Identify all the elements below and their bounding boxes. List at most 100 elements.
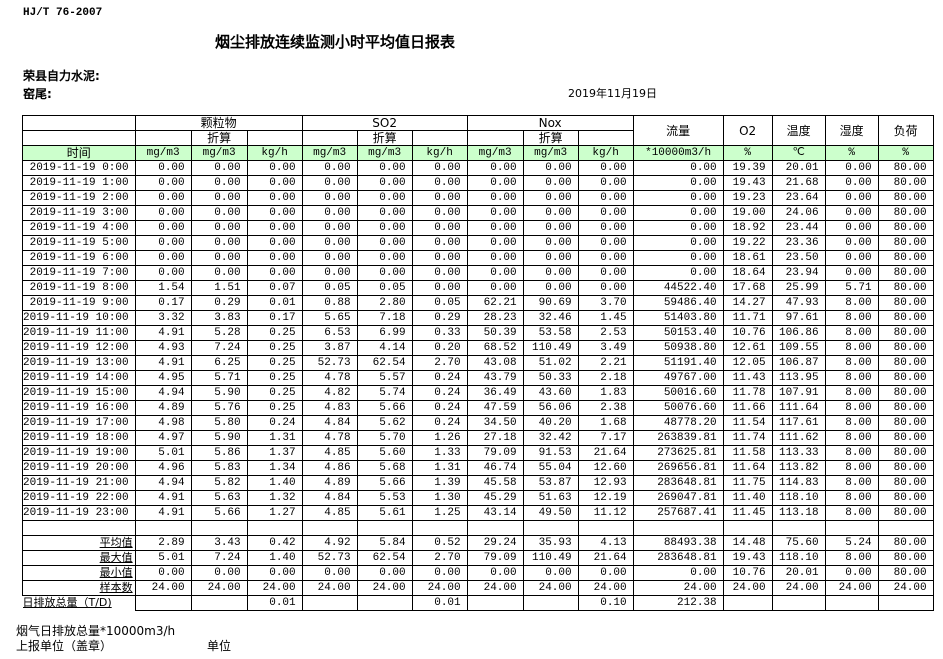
header-blank (246, 130, 303, 146)
value-cell: 79.09 (466, 445, 524, 461)
table-row: 2019-11-19 6:00 0.00 0.00 0.00 0.00 0.00 0.00 0… (22, 250, 934, 266)
value-cell: 0.00 (466, 235, 524, 251)
value-cell: 4.95 (134, 370, 192, 386)
summary-value: 24.00 (246, 580, 303, 596)
value-cell: 2.70 (411, 355, 468, 371)
value-cell: 1.51 (190, 280, 248, 296)
value-cell: 18.61 (722, 250, 773, 266)
table-row: 2019-11-19 22:00 4.91 5.63 1.32 4.84 5.53 1.30… (22, 490, 934, 506)
value-cell: 0.00 (411, 220, 468, 236)
summary-value: 80.00 (877, 550, 934, 566)
value-cell: 0.00 (246, 220, 303, 236)
value-cell: 0.00 (466, 250, 524, 266)
summary-value: 24.00 (466, 580, 524, 596)
daily-total-row: 日排放总量（T/D) 0.01 0.01 0.10 212.38 (22, 595, 934, 611)
value-cell: 11.45 (722, 505, 773, 521)
summary-value: 24.00 (877, 580, 934, 596)
value-cell: 0.05 (356, 280, 413, 296)
value-cell: 62.54 (356, 355, 413, 371)
summary-value: 24.00 (411, 580, 468, 596)
value-cell: 6.53 (301, 325, 358, 341)
value-cell: 0.00 (522, 280, 579, 296)
blank-cell (22, 520, 136, 536)
value-cell: 0.00 (411, 280, 468, 296)
time-cell: 2019-11-19 19:00 (22, 445, 136, 461)
unit-cell: % (722, 145, 773, 161)
table-row: 2019-11-19 11:00 4.91 5.28 0.25 6.53 6.99 0.33… (22, 325, 934, 341)
value-cell: 11.54 (722, 415, 773, 431)
value-cell: 50.39 (466, 325, 524, 341)
value-cell: 0.00 (824, 190, 879, 206)
value-cell: 0.00 (824, 220, 879, 236)
value-cell: 1.68 (577, 415, 634, 431)
value-cell: 0.00 (577, 175, 634, 191)
blank-cell (522, 520, 579, 536)
value-cell: 0.00 (466, 265, 524, 281)
value-cell: 106.86 (771, 325, 826, 341)
value-cell: 17.68 (722, 280, 773, 296)
unit-cell: kg/h (577, 145, 634, 161)
value-cell: 273625.81 (632, 445, 724, 461)
value-cell: 0.00 (246, 265, 303, 281)
value-cell: 1.32 (246, 490, 303, 506)
table-row: 2019-11-19 17:00 4.98 5.80 0.24 4.84 5.62 0.24… (22, 415, 934, 431)
summary-value: 24.00 (190, 580, 248, 596)
value-cell: 4.78 (301, 370, 358, 386)
value-cell: 8.00 (824, 430, 879, 446)
value-cell: 0.00 (134, 220, 192, 236)
value-cell: 5.82 (190, 475, 248, 491)
value-cell: 1.45 (577, 310, 634, 326)
unit-cell: kg/h (411, 145, 468, 161)
summary-value: 62.54 (356, 550, 413, 566)
header-blank (134, 130, 192, 146)
unit-cell: mg/m3 (134, 145, 192, 161)
value-cell: 0.29 (411, 310, 468, 326)
value-cell: 80.00 (877, 235, 934, 251)
value-cell: 80.00 (877, 310, 934, 326)
value-cell: 2.80 (356, 295, 413, 311)
value-cell: 8.00 (824, 310, 879, 326)
value-cell: 4.84 (301, 490, 358, 506)
value-cell: 80.00 (877, 205, 934, 221)
unit-cell: kg/h (246, 145, 303, 161)
value-cell: 0.25 (246, 370, 303, 386)
value-cell: 1.39 (411, 475, 468, 491)
value-cell: 6.99 (356, 325, 413, 341)
value-cell: 0.29 (190, 295, 248, 311)
value-cell: 28.23 (466, 310, 524, 326)
value-cell: 4.89 (134, 400, 192, 416)
value-cell: 80.00 (877, 415, 934, 431)
value-cell: 0.00 (301, 190, 358, 206)
summary-label: 最大值 (22, 550, 136, 566)
value-cell: 12.61 (722, 340, 773, 356)
table-row: 2019-11-19 23:00 4.91 5.66 1.27 4.85 5.61 1.25… (22, 505, 934, 521)
units-row: 时间 mg/m3 mg/m3 kg/h mg/m3 mg/m3 kg/h mg/m3 mg/m… (22, 145, 934, 161)
value-cell: 43.14 (466, 505, 524, 521)
value-cell: 113.18 (771, 505, 826, 521)
value-cell: 80.00 (877, 190, 934, 206)
value-cell: 4.82 (301, 385, 358, 401)
time-cell: 2019-11-19 13:00 (22, 355, 136, 371)
value-cell: 0.00 (411, 250, 468, 266)
table-row: 2019-11-19 0:00 0.00 0.00 0.00 0.00 0.00 0.00 0… (22, 160, 934, 176)
time-cell: 2019-11-19 7:00 (22, 265, 136, 281)
value-cell: 5.70 (356, 430, 413, 446)
value-cell: 0.00 (301, 205, 358, 221)
value-cell: 5.71 (190, 370, 248, 386)
unit-cell: mg/m3 (301, 145, 358, 161)
value-cell: 8.00 (824, 325, 879, 341)
value-cell: 117.61 (771, 415, 826, 431)
value-cell: 110.49 (522, 340, 579, 356)
value-cell: 257687.41 (632, 505, 724, 521)
header-blank (22, 115, 136, 131)
value-cell: 80.00 (877, 250, 934, 266)
value-cell: 50016.60 (632, 385, 724, 401)
time-cell: 2019-11-19 10:00 (22, 310, 136, 326)
daily-total-value: 0.10 (577, 595, 634, 611)
value-cell: 4.85 (301, 445, 358, 461)
value-cell: 11.58 (722, 445, 773, 461)
value-cell: 0.00 (356, 190, 413, 206)
value-cell: 44522.40 (632, 280, 724, 296)
table-row: 2019-11-19 7:00 0.00 0.00 0.00 0.00 0.00 0.00 0… (22, 265, 934, 281)
summary-value: 7.24 (190, 550, 248, 566)
